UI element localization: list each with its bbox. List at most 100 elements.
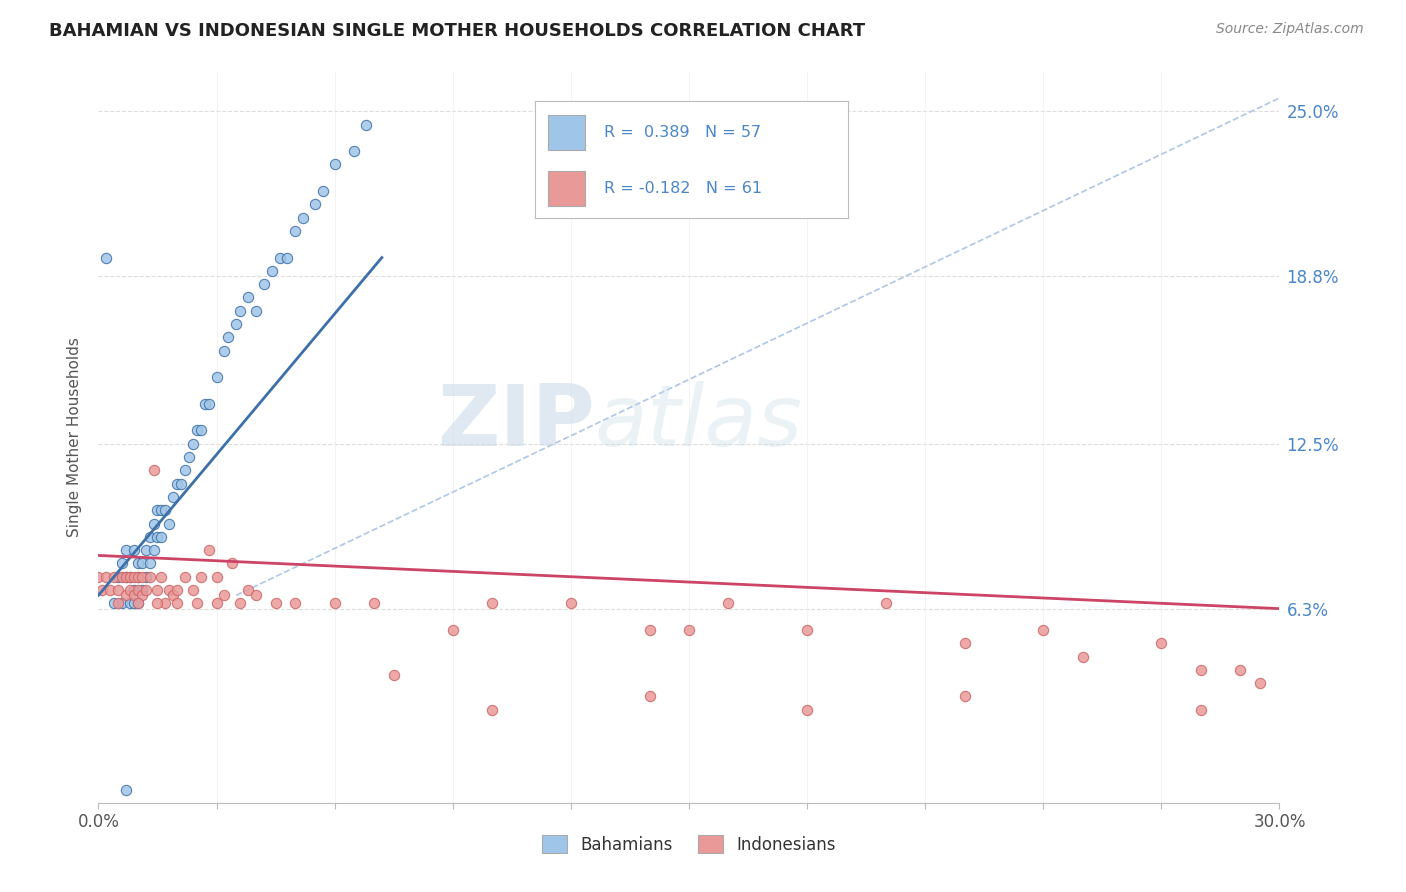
Point bbox=[166, 596, 188, 610]
Point bbox=[135, 543, 157, 558]
Point bbox=[197, 543, 219, 558]
Point bbox=[560, 596, 582, 610]
Point bbox=[186, 424, 208, 438]
Point bbox=[135, 570, 157, 584]
Point bbox=[638, 623, 661, 637]
Point bbox=[343, 144, 366, 158]
Point bbox=[127, 596, 149, 610]
Point bbox=[142, 516, 165, 531]
Point bbox=[190, 424, 212, 438]
Point bbox=[115, 588, 138, 602]
Point bbox=[103, 570, 125, 584]
Point bbox=[118, 570, 141, 584]
Point bbox=[115, 570, 138, 584]
Point bbox=[260, 264, 283, 278]
Point bbox=[150, 570, 173, 584]
Point bbox=[157, 582, 180, 597]
Point bbox=[245, 303, 267, 318]
Point bbox=[678, 623, 700, 637]
Point bbox=[363, 596, 385, 610]
Point bbox=[146, 503, 169, 517]
Point bbox=[107, 596, 129, 610]
Point bbox=[115, 570, 138, 584]
Point bbox=[441, 623, 464, 637]
Point bbox=[1229, 663, 1251, 677]
Point bbox=[118, 596, 141, 610]
Point bbox=[1189, 663, 1212, 677]
Point bbox=[127, 557, 149, 571]
Point bbox=[229, 596, 252, 610]
Text: ZIP: ZIP bbox=[437, 381, 595, 464]
Point bbox=[382, 668, 405, 682]
Point bbox=[146, 582, 169, 597]
Point bbox=[122, 596, 145, 610]
Point bbox=[103, 596, 125, 610]
Point bbox=[229, 303, 252, 318]
Point bbox=[115, 543, 138, 558]
Point bbox=[131, 588, 153, 602]
Point bbox=[354, 118, 377, 132]
Point bbox=[122, 543, 145, 558]
Point bbox=[1150, 636, 1173, 650]
Point bbox=[1189, 703, 1212, 717]
Text: Source: ZipAtlas.com: Source: ZipAtlas.com bbox=[1216, 22, 1364, 37]
Point bbox=[87, 570, 110, 584]
Point bbox=[162, 588, 184, 602]
Point bbox=[107, 582, 129, 597]
Point bbox=[205, 570, 228, 584]
Point bbox=[91, 582, 114, 597]
Point bbox=[481, 703, 503, 717]
Point bbox=[312, 184, 335, 198]
Point bbox=[796, 623, 818, 637]
Point bbox=[1032, 623, 1054, 637]
Point bbox=[205, 596, 228, 610]
Point bbox=[127, 582, 149, 597]
Point bbox=[284, 224, 307, 238]
Point bbox=[264, 596, 287, 610]
Y-axis label: Single Mother Households: Single Mother Households bbox=[67, 337, 83, 537]
Point bbox=[135, 582, 157, 597]
Point bbox=[953, 690, 976, 704]
Point bbox=[323, 596, 346, 610]
Point bbox=[253, 277, 276, 292]
Point bbox=[1249, 676, 1271, 690]
Point bbox=[217, 330, 239, 344]
Point bbox=[181, 436, 204, 450]
Text: BAHAMIAN VS INDONESIAN SINGLE MOTHER HOUSEHOLDS CORRELATION CHART: BAHAMIAN VS INDONESIAN SINGLE MOTHER HOU… bbox=[49, 22, 865, 40]
Point bbox=[225, 317, 247, 331]
Point bbox=[186, 596, 208, 610]
Point bbox=[292, 211, 315, 225]
Point bbox=[138, 570, 160, 584]
Point bbox=[115, 782, 138, 797]
Point bbox=[155, 596, 177, 610]
Point bbox=[150, 503, 173, 517]
Point bbox=[131, 570, 153, 584]
Point bbox=[197, 397, 219, 411]
Point bbox=[190, 570, 212, 584]
Point bbox=[127, 570, 149, 584]
Point bbox=[150, 530, 173, 544]
Point bbox=[170, 476, 193, 491]
Point bbox=[122, 570, 145, 584]
Point bbox=[796, 703, 818, 717]
Point bbox=[953, 636, 976, 650]
Point bbox=[221, 557, 243, 571]
Point bbox=[181, 582, 204, 597]
Point bbox=[205, 370, 228, 384]
Text: atlas: atlas bbox=[595, 381, 803, 464]
Point bbox=[111, 596, 134, 610]
Point bbox=[122, 588, 145, 602]
Point bbox=[174, 570, 197, 584]
Legend: Bahamians, Indonesians: Bahamians, Indonesians bbox=[536, 829, 842, 860]
Point bbox=[717, 596, 740, 610]
Point bbox=[638, 690, 661, 704]
Point bbox=[284, 596, 307, 610]
Point bbox=[96, 251, 118, 265]
Point bbox=[138, 557, 160, 571]
Point bbox=[162, 490, 184, 504]
Point bbox=[118, 570, 141, 584]
Point bbox=[177, 450, 200, 464]
Point bbox=[127, 596, 149, 610]
Point bbox=[245, 588, 267, 602]
Point bbox=[236, 582, 259, 597]
